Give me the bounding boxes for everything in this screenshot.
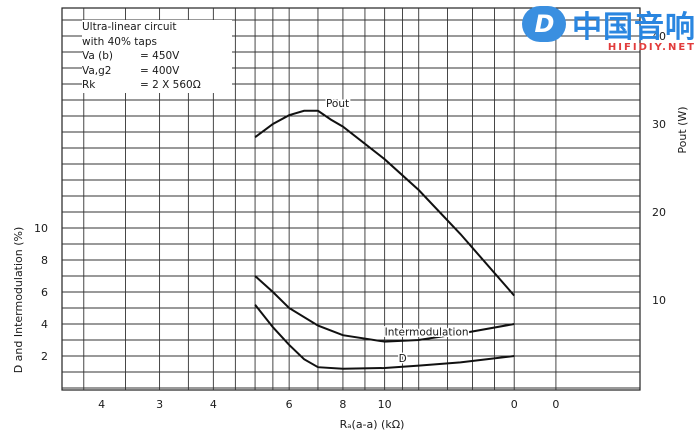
left-tick-label: 10	[34, 222, 48, 235]
x-tick-label: 4	[210, 398, 217, 411]
x-axis-title: Rₐ(a-a) (kΩ)	[340, 418, 405, 431]
x-tick-label: 0	[511, 398, 518, 411]
spec-row: Ultra-linear circuit	[82, 20, 232, 35]
spec-row: with 40% taps	[82, 35, 232, 50]
series-label: D	[399, 353, 407, 365]
plot-frame	[61, 7, 641, 391]
spec-row: Va,g2 = 400V	[82, 64, 232, 79]
spec-key: with 40% taps	[82, 35, 157, 48]
x-tick-label: 10	[378, 398, 392, 411]
spec-value: = 400V	[140, 64, 180, 77]
x-tick-label: 0	[552, 398, 559, 411]
chart-marks: 2 4 6 8 10 10 20 30 40 4 3 4 6 8 10 0 0 D and Intermodula…	[12, 30, 689, 431]
right-tick-label: 10	[652, 294, 666, 307]
left-tick-label: 4	[41, 318, 48, 331]
right-axis-title: Pout (W)	[676, 106, 689, 153]
spec-value: = 2 X 560Ω	[140, 79, 201, 91]
spec-key: Ultra-linear circuit	[82, 21, 177, 33]
spec-row: Va (b) = 450V	[82, 49, 232, 64]
right-tick-label: 30	[652, 118, 666, 131]
x-tick-label: 3	[156, 398, 163, 411]
spec-row: Rk = 2 X 560Ω	[82, 78, 232, 93]
x-axis-band	[0, 392, 700, 434]
watermark-title: 中国音响	[572, 10, 696, 45]
series-label: Pout	[326, 98, 349, 110]
chart-grid	[0, 7, 700, 434]
series-label: Intermodulation	[385, 327, 469, 339]
watermark-subtitle: HIFIDIY.NET	[607, 42, 696, 53]
spec-key: Rk	[82, 79, 96, 91]
left-tick-label: 2	[41, 350, 48, 363]
x-tick-label: 4	[98, 398, 105, 411]
left-axis-title: D and Intermodulation (%)	[12, 227, 25, 374]
x-tick-label: 6	[286, 398, 293, 411]
series-line-d	[254, 304, 515, 370]
right-tick-label: 40	[652, 30, 666, 43]
watermark-logo-icon: D	[522, 6, 567, 42]
spec-value: = 450V	[140, 50, 180, 62]
left-tick-label: 6	[41, 286, 48, 299]
x-tick-label: 8	[339, 398, 346, 411]
left-tick-label: 8	[41, 254, 48, 267]
spec-key: Va (b)	[82, 50, 113, 62]
series-line-pout	[254, 109, 515, 297]
series-line-intermodulation	[254, 275, 515, 343]
chart-specs: Ultra-linear circuit with 40% taps Va (b…	[82, 20, 232, 93]
watermark: D 中国音响 HIFIDIY.NET	[522, 2, 696, 53]
spec-key: Va,g2	[82, 64, 112, 77]
right-tick-label: 20	[652, 206, 666, 219]
